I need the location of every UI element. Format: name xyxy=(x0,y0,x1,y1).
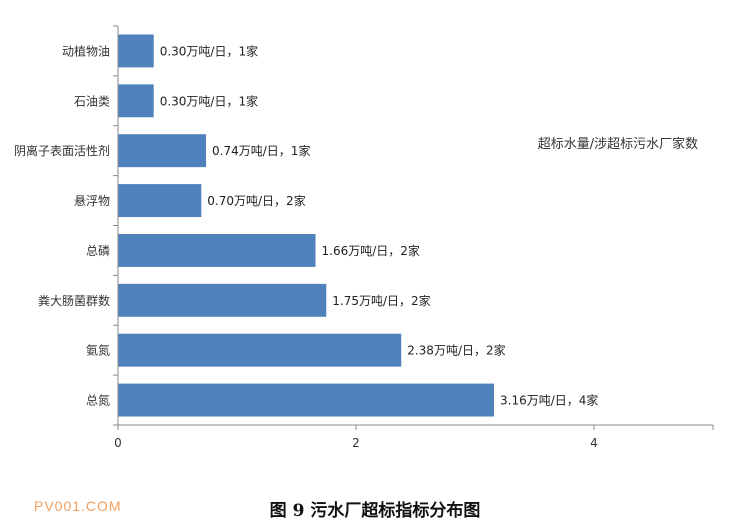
data-label: 3.16万吨/日，4家 xyxy=(500,393,598,408)
watermark: PV001.COM xyxy=(34,498,122,514)
data-label: 1.66万吨/日，2家 xyxy=(322,243,420,258)
data-label: 0.30万吨/日，1家 xyxy=(160,93,258,108)
category-label: 粪大肠菌群数 xyxy=(38,293,110,308)
data-label: 0.70万吨/日，2家 xyxy=(207,193,305,208)
bar xyxy=(118,383,495,417)
data-label: 0.30万吨/日，1家 xyxy=(160,43,258,58)
category-label: 阴离子表面活性剂 xyxy=(14,143,110,158)
category-label: 总磷 xyxy=(86,243,110,258)
figure-caption: 图 9 污水厂超标指标分布图 xyxy=(269,501,481,521)
category-label: 氨氮 xyxy=(86,343,110,358)
x-tick-label: 0 xyxy=(114,436,122,450)
category-label: 石油类 xyxy=(74,94,110,108)
data-labels: 0.30万吨/日，1家 0.30万吨/日，1家 0.74万吨/日，1家 0.70万吨/… xyxy=(160,43,599,407)
bar xyxy=(118,283,327,317)
data-label: 0.74万吨/日，1家 xyxy=(212,143,310,158)
bar xyxy=(118,233,316,267)
x-tick-labels: 0 2 4 xyxy=(114,425,714,450)
category-label: 动植物油 xyxy=(62,43,110,58)
data-label: 2.38万吨/日，2家 xyxy=(407,343,505,358)
x-tick-label: 2 xyxy=(352,436,360,450)
bar xyxy=(118,34,154,68)
bar xyxy=(118,333,402,367)
bar xyxy=(118,134,207,168)
category-label: 悬浮物 xyxy=(74,194,110,208)
data-label: 1.75万吨/日，2家 xyxy=(332,293,430,308)
category-label: 总氮 xyxy=(86,393,110,408)
x-tick-label: 4 xyxy=(590,436,598,450)
bar xyxy=(118,84,154,118)
chart-annotation: 超标水量/涉超标污水厂家数 xyxy=(538,136,698,152)
bars xyxy=(118,34,495,417)
bar xyxy=(118,184,202,218)
